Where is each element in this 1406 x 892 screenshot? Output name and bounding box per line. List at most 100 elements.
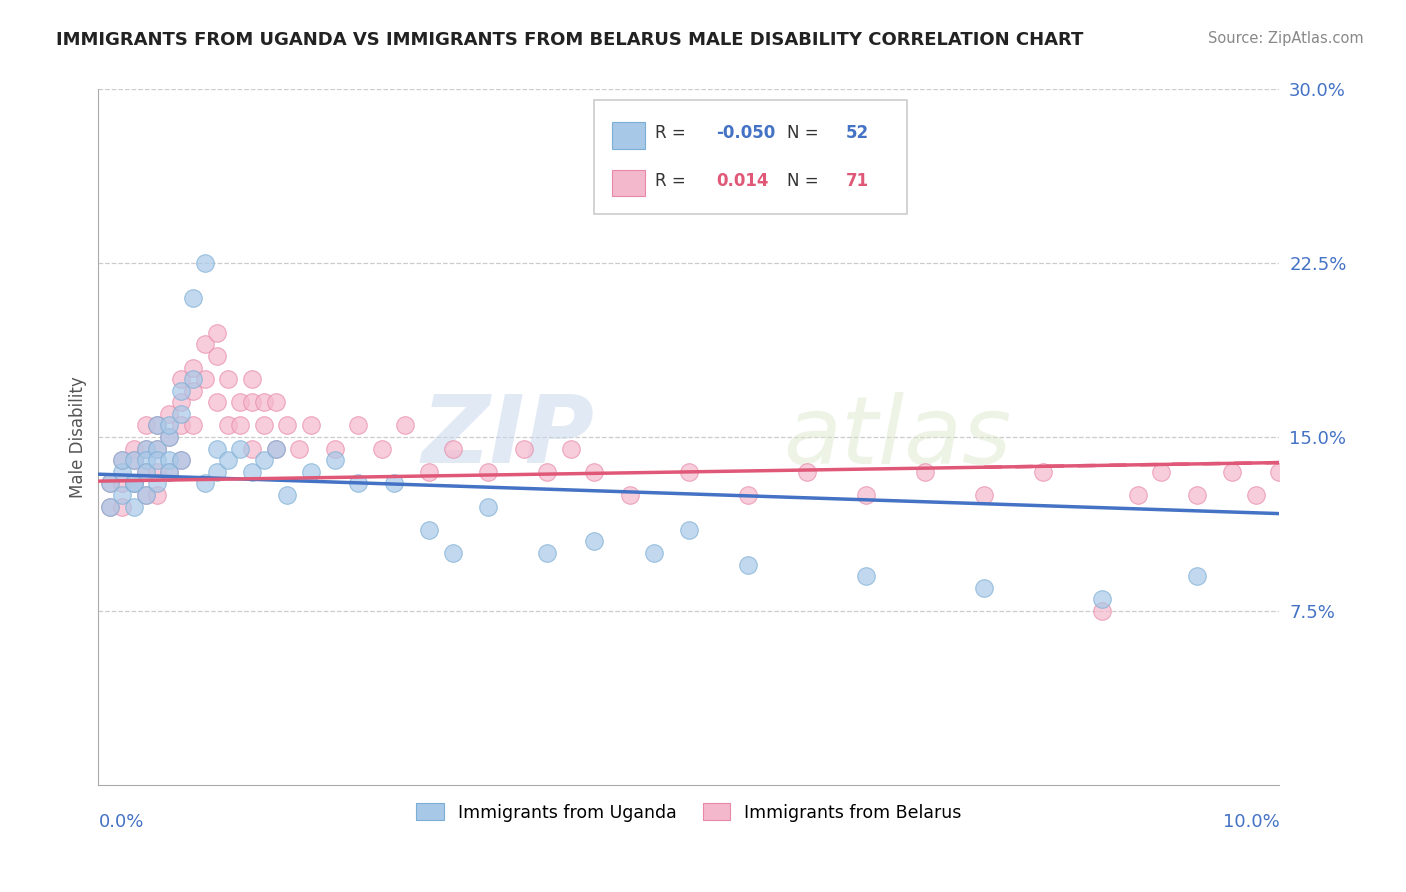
Point	[135, 453, 157, 467]
Point	[264, 395, 287, 409]
Point	[122, 442, 145, 456]
Point	[181, 372, 204, 386]
Point	[217, 418, 239, 433]
Point	[253, 395, 276, 409]
Point	[146, 418, 169, 433]
Point	[264, 442, 287, 456]
Point	[299, 418, 322, 433]
Point	[1126, 488, 1149, 502]
Point	[146, 476, 169, 491]
FancyBboxPatch shape	[595, 100, 907, 214]
Point	[135, 465, 157, 479]
Text: 52: 52	[846, 124, 869, 143]
Point	[194, 372, 217, 386]
Point	[205, 326, 228, 340]
Point	[240, 465, 263, 479]
Point	[240, 372, 263, 386]
Point	[1032, 465, 1054, 479]
Point	[418, 523, 440, 537]
Point	[276, 418, 298, 433]
Point	[1244, 488, 1267, 502]
Point	[441, 442, 464, 456]
Point	[914, 465, 936, 479]
Point	[135, 418, 157, 433]
Point	[1220, 465, 1243, 479]
Point	[146, 465, 169, 479]
Text: ZIP: ZIP	[422, 391, 595, 483]
Point	[170, 395, 193, 409]
Point	[181, 384, 204, 398]
Point	[276, 488, 298, 502]
Point	[1091, 592, 1114, 607]
Point	[737, 558, 759, 572]
Point	[111, 453, 134, 467]
Point	[240, 442, 263, 456]
Point	[536, 465, 558, 479]
Legend: Immigrants from Uganda, Immigrants from Belarus: Immigrants from Uganda, Immigrants from …	[409, 797, 969, 829]
Point	[512, 442, 534, 456]
Point	[135, 488, 157, 502]
Point	[146, 442, 169, 456]
Text: R =: R =	[655, 172, 690, 190]
Point	[347, 476, 370, 491]
Point	[229, 442, 252, 456]
Point	[181, 418, 204, 433]
Point	[323, 442, 346, 456]
Point	[170, 453, 193, 467]
Point	[111, 476, 134, 491]
Point	[146, 488, 169, 502]
Point	[122, 476, 145, 491]
Point	[146, 453, 169, 467]
Point	[1185, 488, 1208, 502]
Point	[122, 476, 145, 491]
Point	[122, 453, 145, 467]
Point	[98, 500, 121, 514]
Point	[122, 500, 145, 514]
Point	[157, 465, 180, 479]
Point	[111, 453, 134, 467]
Point	[194, 476, 217, 491]
Point	[643, 546, 665, 560]
Point	[583, 534, 606, 549]
Point	[181, 360, 204, 375]
Text: 0.014: 0.014	[716, 172, 769, 190]
Text: N =: N =	[787, 124, 824, 143]
Point	[181, 291, 204, 305]
Point	[146, 418, 169, 433]
Point	[229, 418, 252, 433]
Point	[678, 465, 700, 479]
Point	[157, 465, 180, 479]
Point	[205, 349, 228, 363]
Point	[264, 442, 287, 456]
Point	[157, 453, 180, 467]
Point	[170, 384, 193, 398]
Point	[98, 476, 121, 491]
Point	[253, 418, 276, 433]
FancyBboxPatch shape	[612, 122, 645, 149]
Point	[135, 442, 157, 456]
Point	[855, 488, 877, 502]
FancyBboxPatch shape	[612, 169, 645, 196]
Point	[98, 476, 121, 491]
Point	[170, 407, 193, 421]
Text: 71: 71	[846, 172, 869, 190]
Point	[217, 453, 239, 467]
Point	[973, 488, 995, 502]
Point	[205, 465, 228, 479]
Point	[98, 500, 121, 514]
Point	[560, 442, 582, 456]
Point	[678, 523, 700, 537]
Point	[135, 442, 157, 456]
Point	[146, 442, 169, 456]
Point	[583, 465, 606, 479]
Text: Source: ZipAtlas.com: Source: ZipAtlas.com	[1208, 31, 1364, 46]
Point	[1185, 569, 1208, 583]
Point	[157, 430, 180, 444]
Point	[1268, 465, 1291, 479]
Point	[477, 465, 499, 479]
Point	[418, 465, 440, 479]
Text: atlas: atlas	[783, 392, 1012, 483]
Point	[299, 465, 322, 479]
Point	[111, 500, 134, 514]
Point	[170, 453, 193, 467]
